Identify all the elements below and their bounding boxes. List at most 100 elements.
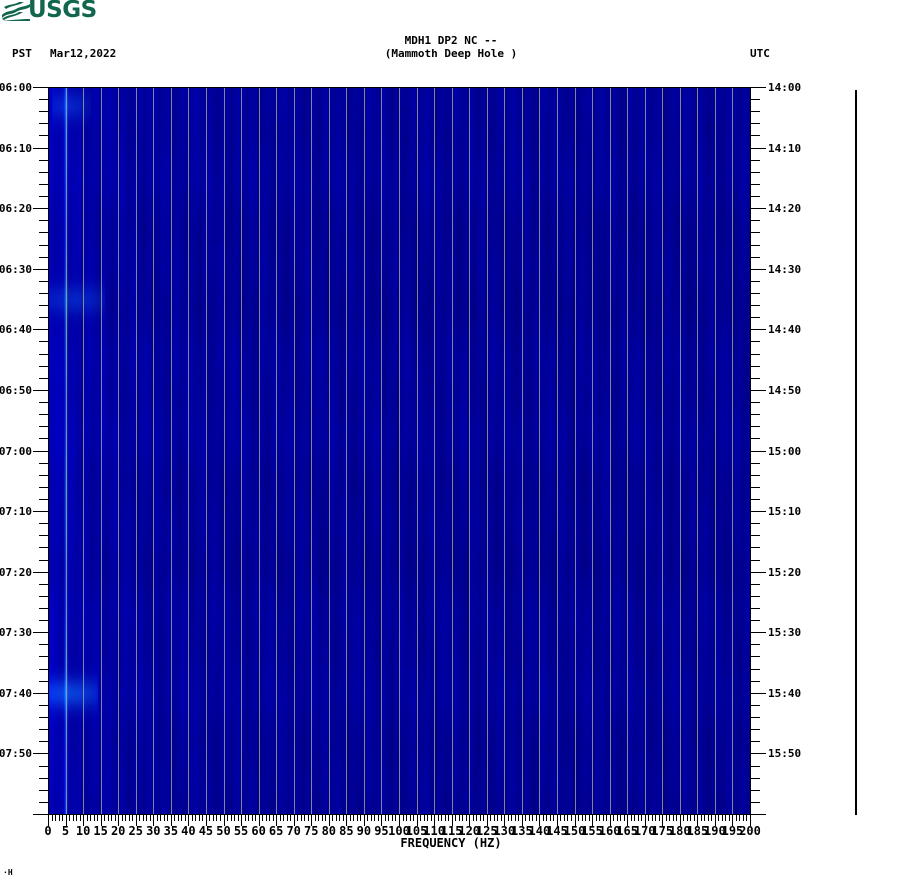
time-tick-minor (751, 596, 760, 597)
time-tick-minor (39, 741, 48, 742)
frequency-tick-minor (655, 815, 656, 821)
station-subtitle: (Mammoth Deep Hole ) (384, 47, 518, 60)
frequency-tick-minor (676, 815, 677, 821)
frequency-tick-major (575, 815, 576, 826)
frequency-tick-minor (746, 815, 747, 821)
frequency-tick-minor (234, 815, 235, 821)
time-tick-label: 06:40 (0, 323, 32, 337)
time-tick-minor (39, 317, 48, 318)
frequency-tick-minor (473, 815, 474, 821)
time-tick-minor (39, 656, 48, 657)
gridline (294, 87, 295, 814)
frequency-tick-minor (146, 815, 147, 821)
time-tick-major (33, 572, 48, 573)
frequency-tick-minor (367, 815, 368, 821)
frequency-tick-minor (174, 815, 175, 821)
frequency-tick-major (153, 815, 154, 826)
frequency-tick-label: 170 (633, 824, 656, 838)
frequency-tick-label: 50 (216, 824, 231, 838)
time-tick-major (751, 632, 766, 633)
frequency-tick-minor (596, 815, 597, 821)
frequency-tick-minor (273, 815, 274, 821)
frequency-tick-minor (638, 815, 639, 821)
time-tick-minor (751, 681, 760, 682)
time-tick-major (751, 693, 766, 694)
frequency-tick-label: 30 (146, 824, 161, 838)
frequency-tick-minor (374, 815, 375, 821)
frequency-tick-label: 115 (440, 824, 463, 838)
frequency-tick-major (592, 815, 593, 826)
frequency-tick-minor (466, 815, 467, 821)
frequency-tick-label: 160 (598, 824, 621, 838)
frequency-tick-minor (694, 815, 695, 821)
time-tick-minor (751, 766, 760, 767)
frequency-tick-major (66, 815, 67, 826)
time-tick-major (33, 329, 48, 330)
frequency-tick-minor (701, 815, 702, 821)
frequency-gridlines (48, 87, 750, 814)
frequency-tick-major (557, 815, 558, 826)
frequency-tick-major (118, 815, 119, 826)
frequency-tick-minor (350, 815, 351, 821)
frequency-tick-minor (403, 815, 404, 821)
time-tick-label: 06:30 (0, 262, 32, 276)
frequency-tick-minor (353, 815, 354, 821)
frequency-tick-minor (143, 815, 144, 821)
frequency-tick-minor (160, 815, 161, 821)
frequency-tick-minor (181, 815, 182, 821)
time-tick-minor (39, 293, 48, 294)
bottom-axis-line (48, 814, 751, 815)
frequency-tick-major (680, 815, 681, 826)
frequency-tick-minor (704, 815, 705, 821)
frequency-tick-minor (255, 815, 256, 821)
frequency-tick-minor (262, 815, 263, 821)
frequency-tick-minor (301, 815, 302, 821)
time-tick-label: 14:00 (768, 81, 802, 94)
time-tick-minor (39, 681, 48, 682)
time-tick-minor (751, 341, 760, 342)
time-tick-minor (39, 123, 48, 124)
frequency-tick-minor (122, 815, 123, 821)
gridline (101, 87, 102, 814)
time-tick-major (33, 693, 48, 694)
time-tick-minor (751, 402, 760, 403)
frequency-tick-minor (553, 815, 554, 821)
time-tick-minor (751, 778, 760, 779)
frequency-tick-minor (132, 815, 133, 821)
time-tick-major (33, 148, 48, 149)
time-tick-minor (751, 741, 760, 742)
time-tick-minor (751, 366, 760, 367)
frequency-tick-minor (620, 815, 621, 821)
time-tick-major (33, 511, 48, 512)
frequency-tick-minor (490, 815, 491, 821)
frequency-tick-minor (641, 815, 642, 821)
time-tick-minor (751, 644, 760, 645)
frequency-tick-label: 55 (233, 824, 249, 838)
frequency-tick-minor (90, 815, 91, 821)
frequency-tick-minor (743, 815, 744, 821)
time-tick-minor (39, 463, 48, 464)
frequency-tick-minor (73, 815, 74, 821)
time-tick-minor (39, 487, 48, 488)
frequency-tick-minor (287, 815, 288, 821)
frequency-tick-minor (76, 815, 77, 821)
frequency-tick-label: 80 (321, 824, 337, 838)
frequency-tick-minor (722, 815, 723, 821)
frequency-tick-major (346, 815, 347, 826)
frequency-tick-minor (494, 815, 495, 821)
time-tick-minor (751, 293, 760, 294)
frequency-tick-minor (617, 815, 618, 821)
gridline (153, 87, 154, 814)
time-tick-label: 07:40 (0, 686, 32, 700)
time-tick-label: 06:10 (0, 141, 32, 155)
time-tick-minor (39, 608, 48, 609)
frequency-tick-minor (683, 815, 684, 821)
frequency-tick-minor (459, 815, 460, 821)
time-tick-minor (39, 802, 48, 803)
frequency-tick-label: 25 (128, 824, 143, 838)
frequency-tick-minor (431, 815, 432, 821)
time-tick-minor (39, 160, 48, 161)
spectrogram-plot (48, 87, 750, 814)
frequency-tick-major (381, 815, 382, 826)
time-tick-minor (751, 729, 760, 730)
